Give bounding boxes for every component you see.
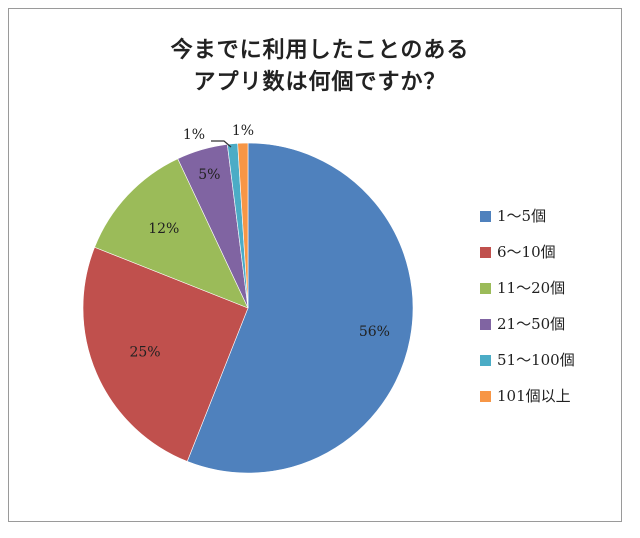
legend-label: 21～50個: [497, 315, 566, 333]
legend-label: 101個以上: [497, 387, 571, 405]
chart-title-line-2: アプリ数は何個ですか？: [193, 69, 447, 95]
data-label-5: 1%: [183, 127, 205, 143]
pie-slice-3: [94, 158, 249, 309]
leader-line-5: [211, 140, 232, 148]
pie-slice-2: [82, 246, 249, 462]
pie-slice-1: [186, 142, 414, 474]
legend-swatch: [480, 247, 491, 258]
legend-swatch: [480, 355, 491, 366]
legend-swatch: [480, 211, 491, 222]
legend-label: 11～20個: [497, 279, 566, 297]
data-label-2: 25%: [129, 345, 160, 361]
data-label-3: 12%: [148, 221, 179, 237]
legend-label: 51～100個: [497, 351, 575, 369]
pie-slices: [82, 142, 414, 474]
legend-label: 1～5個: [497, 207, 547, 225]
data-label-1: 56%: [359, 324, 390, 340]
pie-slice-6: [237, 142, 249, 309]
data-label-4: 5%: [198, 167, 220, 183]
data-label-6: 1%: [232, 123, 254, 139]
legend-swatch: [480, 319, 491, 330]
pie-data-labels: 56% 25% 12% 5% 1% 1%: [129, 123, 390, 361]
legend-swatch: [480, 283, 491, 294]
legend-label: 6～10個: [497, 243, 556, 261]
legend-swatch: [480, 391, 491, 402]
chart-title-line-1: 今までに利用したことのある: [170, 37, 470, 63]
